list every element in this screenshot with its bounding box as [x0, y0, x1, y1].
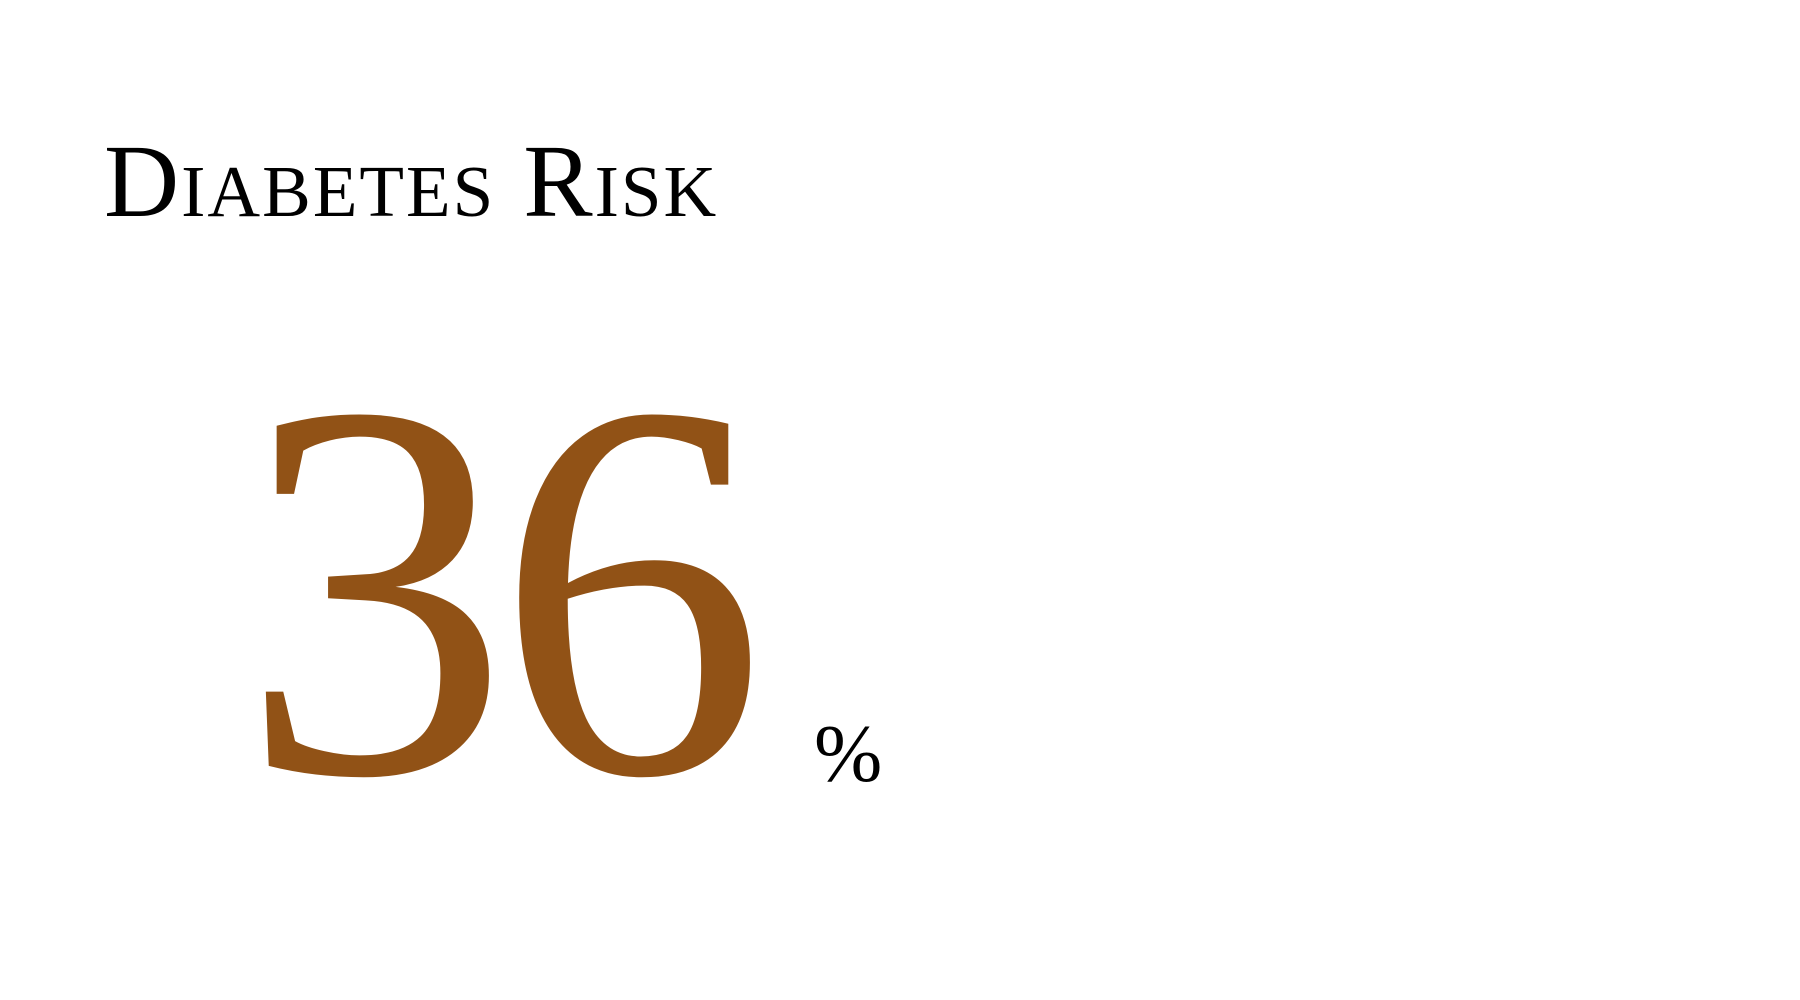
risk-metric: 36 % — [240, 291, 883, 889]
risk-unit: % — [814, 708, 883, 800]
page-title: Diabetes Risk — [104, 124, 719, 239]
risk-value: 36 — [240, 291, 766, 889]
